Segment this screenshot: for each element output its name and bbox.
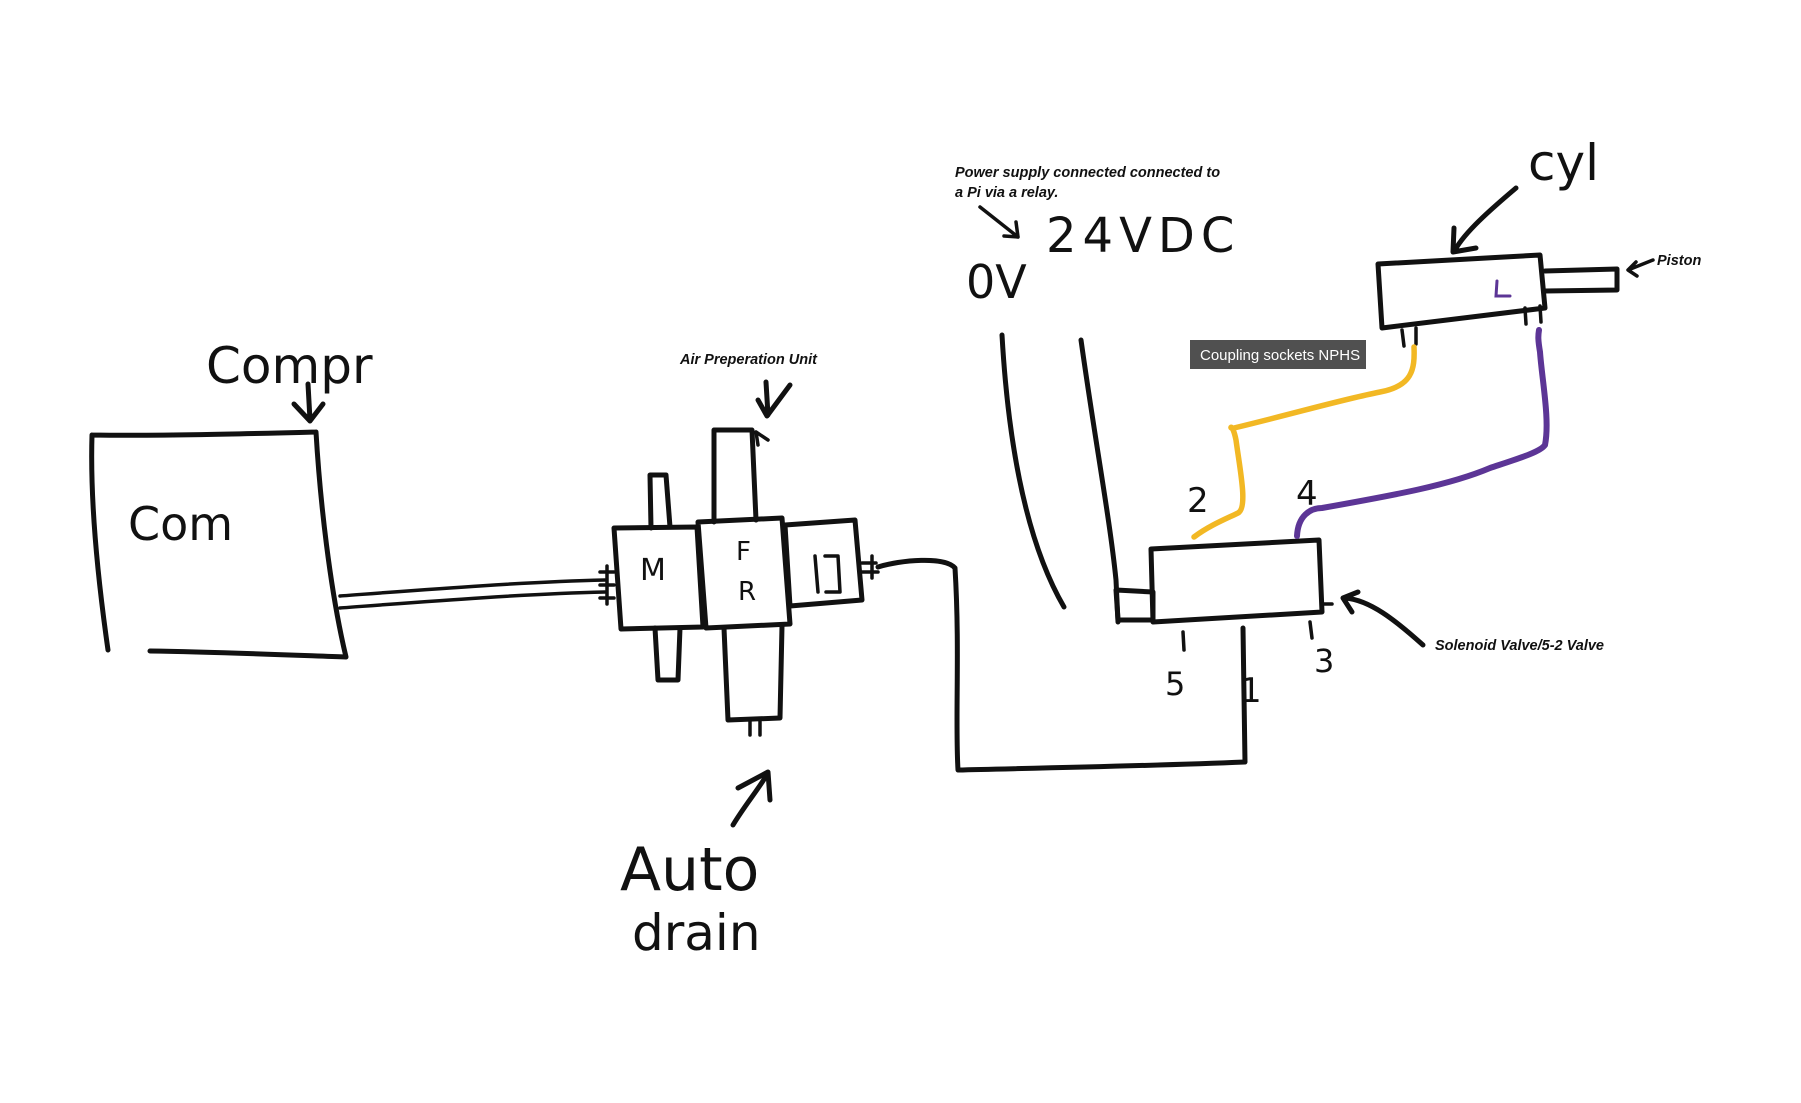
module-f-label: F — [736, 537, 751, 567]
coupling-tag-text: Coupling sockets NPHS — [1200, 347, 1360, 364]
air-prep-note: Air Preperation Unit — [679, 352, 818, 368]
purple-tube — [1294, 327, 1550, 539]
port-3-label: 3 — [1314, 642, 1334, 680]
cylinder-inner-mark — [1494, 279, 1512, 298]
coupling-tag-background — [1190, 340, 1366, 369]
auto-drain-outlet — [748, 718, 762, 737]
compressor-box — [89, 429, 349, 660]
supply-line — [875, 557, 1248, 773]
power-wire-0v — [999, 332, 1067, 610]
port-3-tick — [1308, 620, 1314, 640]
solenoid-arrow — [1340, 589, 1426, 648]
cylinder-label: cyl — [1528, 134, 1599, 192]
power-arrow — [978, 205, 1020, 239]
power-wire-24v — [1078, 337, 1121, 625]
piston-arrow — [1626, 258, 1655, 278]
solenoid-valve-body — [1148, 537, 1325, 625]
cylinder-port-a — [1400, 326, 1418, 348]
yellow-tube — [1191, 344, 1417, 540]
module-r-label: R — [738, 577, 756, 607]
power-note-line2: a Pi via a relay. — [955, 185, 1058, 201]
zero-volt-label: 0V — [966, 255, 1027, 309]
piston-rod — [1542, 266, 1620, 294]
compressor-arrow — [291, 381, 326, 424]
air-prep-m-bottom-stub — [652, 625, 683, 683]
supply-voltage-label: 24VDC — [1046, 208, 1240, 264]
compressor-inside-label: Com — [128, 497, 233, 551]
auto-drain-arrow — [730, 769, 773, 828]
auto-drain-label-line2: drain — [632, 904, 761, 962]
cylinder-body — [1375, 252, 1548, 331]
piston-note: Piston — [1657, 253, 1701, 269]
air-prep-top-pipe — [711, 427, 759, 525]
solenoid-coil-block — [1113, 587, 1156, 623]
outlet-connector — [860, 554, 880, 580]
compressor-air-tube — [338, 578, 607, 610]
port-5-label: 5 — [1165, 665, 1185, 703]
power-note-line1: Power supply connected connected to — [955, 165, 1220, 181]
compressor-label: Compr — [206, 337, 373, 395]
right-module-glyph — [813, 554, 842, 594]
module-m-label: M — [640, 553, 666, 588]
inlet-connector — [598, 564, 616, 606]
air-prep-m-top-stub — [647, 472, 673, 531]
air-prep-right-module — [782, 517, 865, 609]
solenoid-note: Solenoid Valve/5-2 Valve — [1435, 638, 1604, 654]
auto-drain-label-line1: Auto — [620, 835, 759, 905]
port-2-label: 2 — [1187, 481, 1209, 521]
port-5-tick — [1181, 630, 1186, 652]
air-prep-pointer — [754, 430, 770, 447]
port-1-label: 1 — [1240, 671, 1262, 711]
cylinder-arrow — [1450, 185, 1519, 255]
air-prep-arrow — [755, 379, 793, 419]
port-4-label: 4 — [1296, 474, 1318, 514]
air-prep-fr-module — [695, 515, 793, 631]
cylinder-port-b — [1523, 304, 1543, 326]
air-prep-bottom-bowl — [721, 623, 785, 723]
